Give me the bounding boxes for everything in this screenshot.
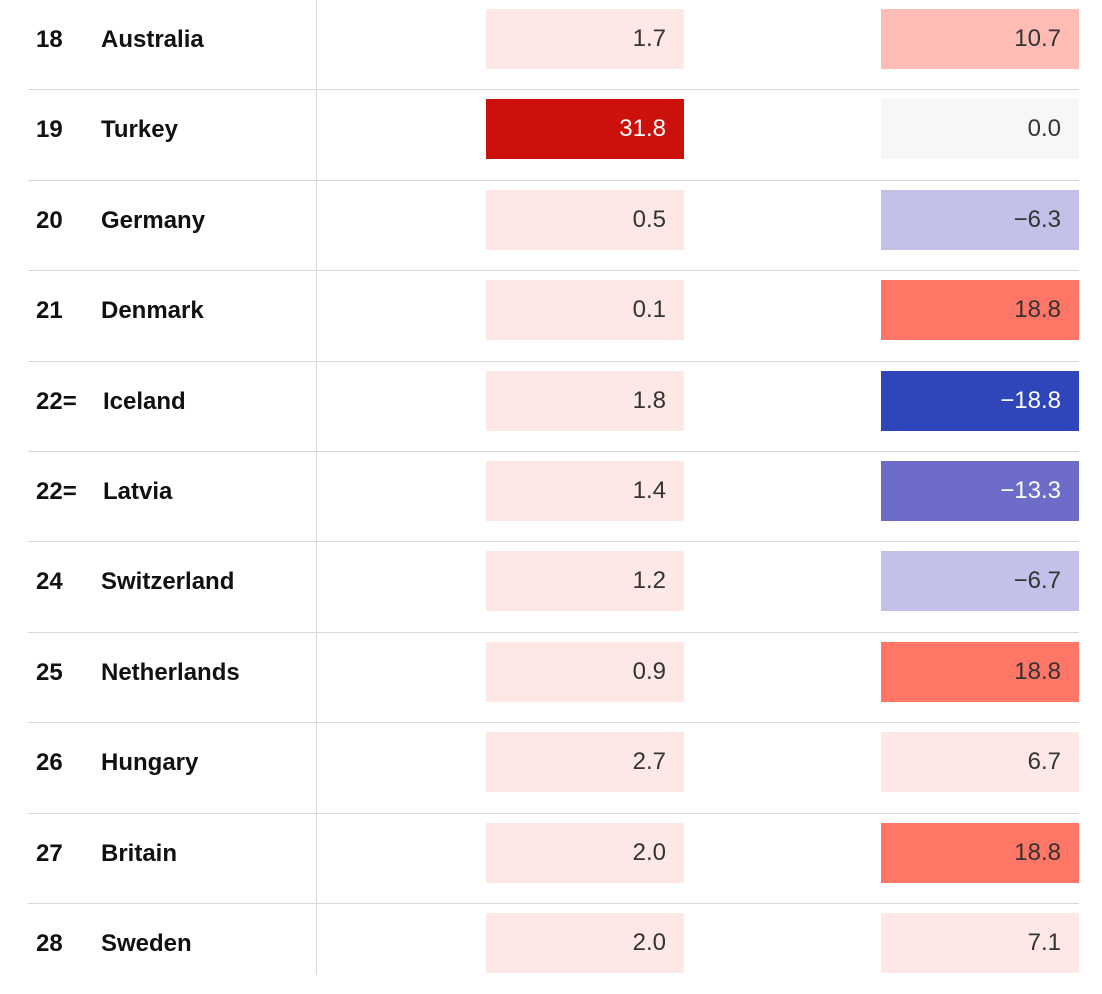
rank: 20 — [36, 206, 63, 234]
rank: 24 — [36, 568, 63, 596]
value-cell-2: 18.8 — [881, 280, 1079, 341]
value-cell-2: 6.7 — [881, 732, 1079, 793]
country-name: Hungary — [101, 749, 199, 777]
country-name: Turkey — [101, 116, 178, 144]
table-row: 27 Britain 2.0 18.8 — [28, 814, 1079, 904]
country-name: Denmark — [101, 297, 204, 325]
table-row: 20 Germany 0.5 −6.3 — [28, 181, 1079, 272]
value-cell-1: 0.1 — [486, 280, 684, 341]
country-name: Germany — [101, 206, 206, 234]
value-cell-1: 2.7 — [486, 732, 684, 793]
table-row: 18 Australia 1.7 10.7 — [28, 0, 1079, 91]
table-row: 19 Turkey 31.8 0.0 — [28, 90, 1079, 181]
rank: 28 — [36, 929, 63, 957]
table-row: 22= Latvia 1.4 −13.3 — [28, 452, 1079, 543]
value-cell-1: 2.0 — [486, 912, 684, 973]
value-cell-2: −18.8 — [881, 370, 1079, 431]
table-row: 28 Sweden 2.0 7.1 — [28, 904, 1079, 994]
value-cell-1: 2.0 — [486, 822, 684, 883]
table-row: 26 Hungary 2.7 6.7 — [28, 723, 1079, 814]
table-row: 22= Iceland 1.8 −18.8 — [28, 362, 1079, 452]
table-row: 24 Switzerland 1.2 −6.7 — [28, 542, 1079, 633]
value-cell-2: 0.0 — [881, 99, 1079, 160]
value-cell-1: 1.8 — [486, 370, 684, 431]
value-cell-2: −6.3 — [881, 189, 1079, 250]
rank: 18 — [36, 26, 63, 53]
rank: 21 — [36, 297, 63, 325]
rank: 25 — [36, 658, 63, 686]
country-name: Australia — [101, 26, 204, 53]
country-name: Sweden — [101, 929, 192, 957]
value-cell-2: −13.3 — [881, 460, 1079, 521]
country-name: Netherlands — [101, 658, 240, 686]
value-cell-2: −6.7 — [881, 551, 1079, 612]
rank: 27 — [36, 839, 63, 867]
rank: 26 — [36, 749, 63, 777]
value-cell-2: 7.1 — [881, 912, 1079, 973]
country-name: Latvia — [103, 477, 173, 505]
country-name: Switzerland — [101, 568, 235, 596]
value-cell-1: 0.5 — [486, 189, 684, 250]
value-cell-1: 31.8 — [486, 99, 684, 160]
table-row: 25 Netherlands 0.9 18.8 — [28, 633, 1079, 724]
value-cell-1: 0.9 — [486, 641, 684, 702]
value-cell-2: 10.7 — [881, 9, 1079, 69]
value-cell-2: 18.8 — [881, 641, 1079, 702]
rank: 22= — [36, 477, 77, 505]
country-name: Britain — [101, 839, 178, 867]
column-divider — [316, 0, 317, 975]
value-cell-1: 1.7 — [486, 9, 684, 69]
value-cell-1: 1.2 — [486, 551, 684, 612]
table-row: 21 Denmark 0.1 18.8 — [28, 271, 1079, 362]
ranking-table: 18 Australia 1.7 10.7 19 Turkey 31.8 0.0… — [28, 0, 1079, 994]
value-cell-1: 1.4 — [486, 460, 684, 521]
rank: 19 — [36, 116, 63, 144]
value-cell-2: 18.8 — [881, 822, 1079, 883]
rank: 22= — [36, 387, 77, 415]
country-name: Iceland — [103, 387, 186, 415]
